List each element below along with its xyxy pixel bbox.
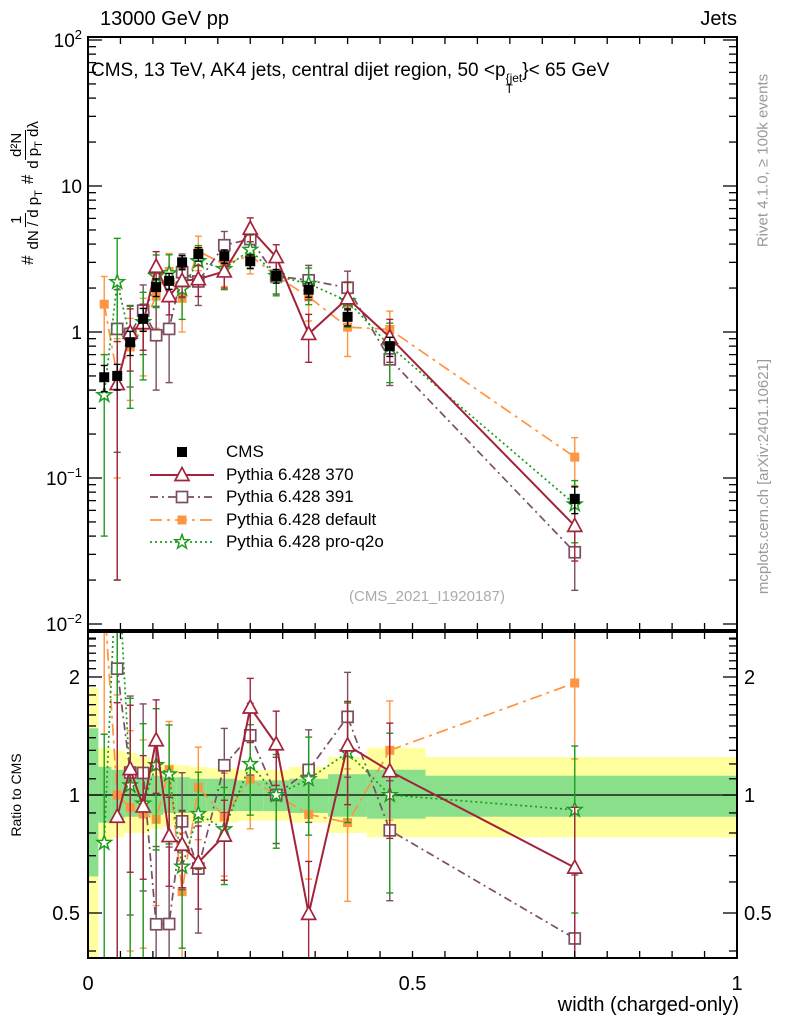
plot-title: CMS, 13 TeV, AK4 jets, central dijet reg… [91, 60, 609, 95]
cms-marker-icon [148, 443, 218, 461]
svg-text:1: 1 [71, 323, 82, 344]
svg-text:0.5: 0.5 [52, 903, 80, 925]
svg-text:10−2: 10−2 [46, 611, 82, 636]
triangle-marker-icon [148, 465, 218, 484]
legend-label-pythia-391: Pythia 6.428 391 [226, 487, 354, 507]
mcplots-reference-note: mcplots.cern.ch [arXiv:2401.10621] [755, 358, 772, 595]
pt-subscript: T [505, 82, 513, 96]
legend-item-pythia-391: Pythia 6.428 391 [148, 486, 384, 509]
legend-item-cms: CMS [148, 441, 384, 464]
filled-square-marker-icon [148, 511, 218, 529]
svg-text:0.5: 0.5 [744, 903, 772, 925]
ylabel-frac2-den: d pT dλ [25, 121, 45, 169]
ylabel-frac2-num: d²N [8, 129, 26, 160]
svg-text:10: 10 [61, 177, 82, 198]
svg-text:10−1: 10−1 [46, 465, 82, 490]
rivet-version-note: Rivet 4.1.0, ≥ 100k events [754, 73, 772, 248]
svg-text:0.5: 0.5 [399, 973, 427, 995]
svg-text:2: 2 [744, 667, 755, 689]
legend-label-cms: CMS [226, 442, 264, 462]
svg-text:1: 1 [731, 973, 742, 995]
ylabel-hash2: # [18, 174, 37, 185]
legend-item-pythia-default: Pythia 6.428 default [148, 509, 384, 532]
beam-energy-label: 13000 GeV pp [100, 8, 229, 30]
legend-item-pythia-proq2o: Pythia 6.428 pro-q2o [148, 531, 384, 554]
legend-label-pythia-proq2o: Pythia 6.428 pro-q2o [226, 532, 384, 552]
legend: CMS Pythia 6.428 370 Pythia 6.428 391 Py… [148, 441, 384, 554]
legend-label-pythia-default: Pythia 6.428 default [226, 509, 377, 529]
ylabel-frac2: d²N d pT dλ [8, 121, 47, 169]
plot-title-text: CMS, 13 TeV, AK4 jets, central dijet reg… [91, 60, 506, 81]
ylabel-frac1: 1 dN / d pT [8, 190, 47, 250]
plot-title-suffix: }< 65 GeV [522, 60, 610, 81]
pt-superscript: {jet [505, 71, 523, 85]
star-marker-icon [148, 532, 218, 551]
svg-text:2: 2 [69, 667, 80, 689]
svg-text:0: 0 [82, 973, 93, 995]
process-label: Jets [700, 8, 737, 30]
main-y-axis-label: # 1 dN / d pT # d²N d pT dλ [8, 43, 47, 343]
ylabel-frac1-den: dN / d pT [25, 190, 45, 250]
legend-item-pythia-370: Pythia 6.428 370 [148, 464, 384, 487]
ylabel-frac1-num: 1 [8, 212, 26, 227]
svg-text:1: 1 [744, 785, 755, 807]
open-square-marker-icon [148, 488, 218, 506]
pt-script-stack: {jet T [505, 71, 523, 96]
svg-text:102: 102 [54, 27, 82, 52]
ylabel-hash1: # [18, 255, 37, 265]
svg-text:1: 1 [69, 785, 80, 807]
x-axis-title: width (charged-only) [557, 994, 739, 1016]
ratio-y-axis-label: Ratio to CMS [8, 753, 24, 837]
analysis-id-watermark: (CMS_2021_I1920187) [349, 588, 505, 605]
legend-label-pythia-370: Pythia 6.428 370 [226, 464, 354, 484]
